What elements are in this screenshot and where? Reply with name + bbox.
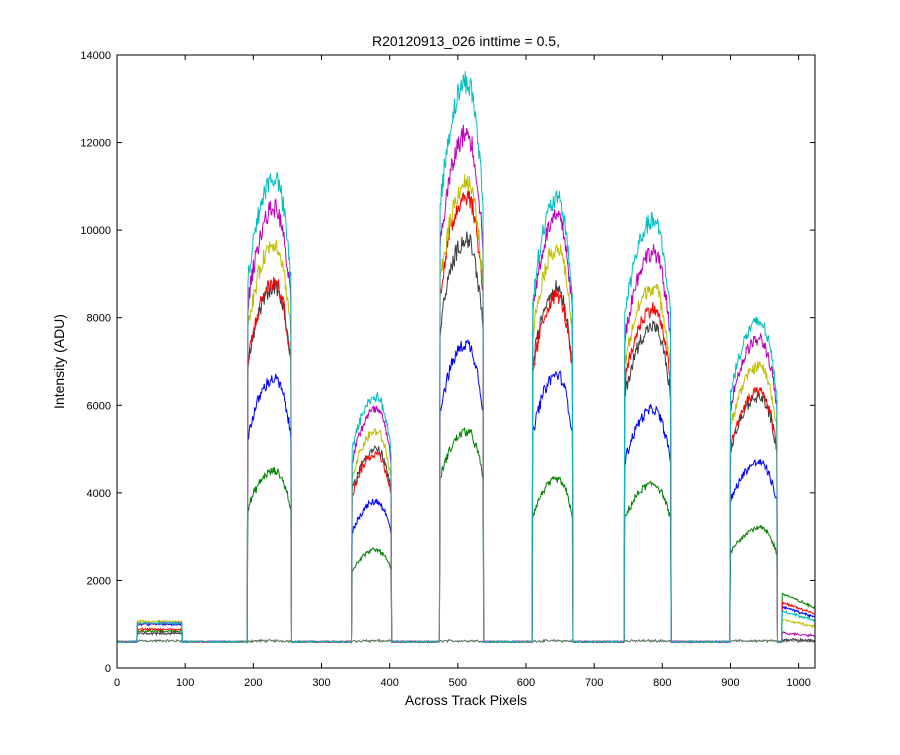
y-tick-label: 8000 — [87, 313, 111, 325]
chart-title: R20120913_026 inttime = 0.5, — [372, 33, 560, 49]
series-line-2 — [116, 427, 816, 645]
y-tick-label: 14000 — [80, 50, 111, 62]
y-tick-label: 10000 — [80, 225, 111, 237]
series-line-6 — [116, 174, 816, 644]
x-tick-label: 500 — [449, 677, 467, 689]
x-tick-label: 900 — [721, 677, 739, 689]
y-tick-label: 0 — [105, 663, 111, 675]
x-tick-label: 700 — [585, 677, 603, 689]
y-axis-title: Intensity (ADU) — [51, 314, 67, 409]
series-line-5 — [116, 190, 816, 645]
series-line-3 — [116, 339, 816, 644]
y-tick-label: 4000 — [87, 488, 111, 500]
x-tick-label: 0 — [114, 677, 120, 689]
x-tick-label: 300 — [312, 677, 330, 689]
ticks-layer: 0 100 200 300 400 500 600 700 800 900 100002000400… — [80, 50, 815, 689]
x-tick-label: 600 — [517, 677, 535, 689]
y-tick-label: 2000 — [87, 575, 111, 587]
x-axis-title: Across Track Pixels — [405, 692, 527, 708]
x-tick-label: 400 — [380, 677, 398, 689]
series-layer — [116, 71, 816, 645]
series-line-8 — [116, 71, 816, 644]
y-tick-label: 6000 — [87, 400, 111, 412]
series-line-4 — [116, 231, 816, 645]
x-tick-label: 1000 — [786, 677, 810, 689]
y-tick-label: 12000 — [80, 138, 111, 150]
x-tick-label: 800 — [653, 677, 671, 689]
x-tick-label: 100 — [176, 677, 194, 689]
x-tick-label: 200 — [244, 677, 262, 689]
plot-frame — [116, 54, 816, 669]
